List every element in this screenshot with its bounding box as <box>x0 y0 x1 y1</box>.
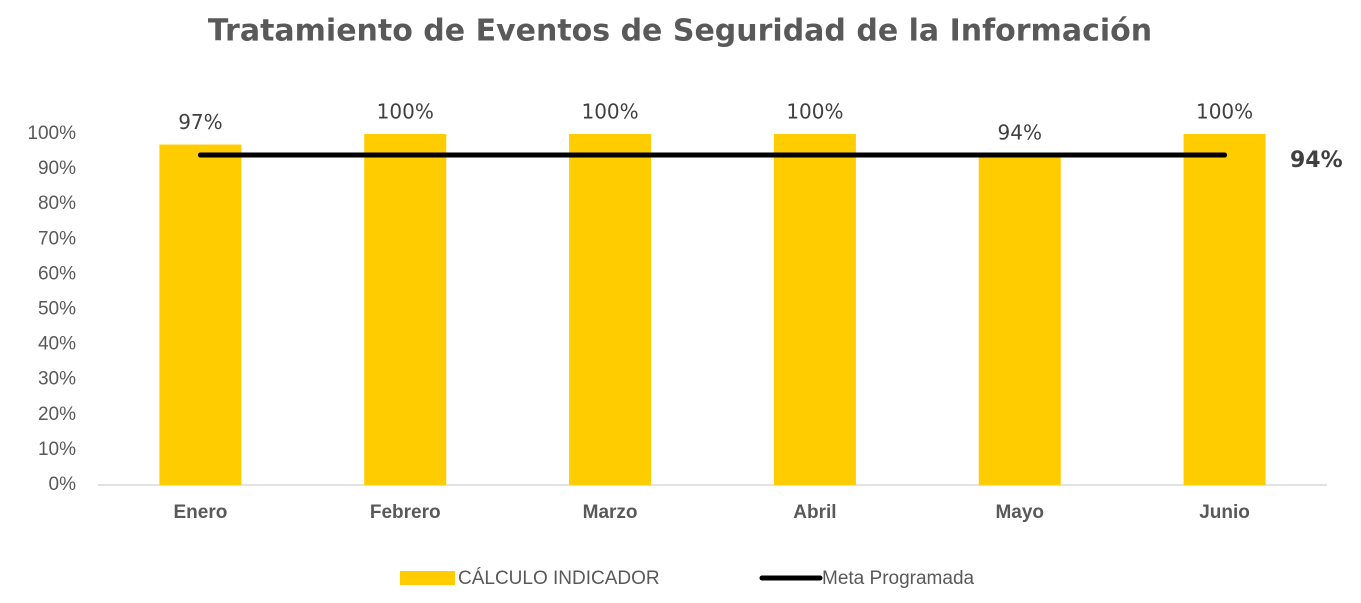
y-tick-label: 70% <box>38 228 76 249</box>
x-tick-label: Enero <box>173 502 227 523</box>
x-tick-label: Mayo <box>995 502 1044 523</box>
bar <box>159 144 242 485</box>
data-label: 94% <box>1290 148 1343 173</box>
data-label: 100% <box>786 100 843 124</box>
legend-label: CÁLCULO INDICADOR <box>458 568 660 589</box>
y-tick-label: 0% <box>49 474 77 495</box>
y-tick-label: 30% <box>38 369 76 390</box>
x-tick-label: Febrero <box>370 502 441 523</box>
bar <box>569 134 652 485</box>
bar <box>773 134 856 485</box>
x-tick-label: Junio <box>1199 502 1250 523</box>
data-label: 100% <box>581 100 638 124</box>
data-label: 94% <box>998 121 1042 145</box>
y-tick-label: 20% <box>38 404 76 425</box>
data-label: 100% <box>377 100 434 124</box>
y-tick-label: 40% <box>38 334 76 355</box>
y-tick-label: 10% <box>38 439 76 460</box>
chart-title: Tratamiento de Eventos de Seguridad de l… <box>208 14 1152 49</box>
legend-swatch <box>400 571 455 585</box>
x-tick-label: Abril <box>793 502 836 523</box>
legend-label: Meta Programada <box>822 568 975 589</box>
y-tick-label: 100% <box>27 123 76 144</box>
bar <box>364 134 447 485</box>
data-label: 97% <box>178 110 222 134</box>
bar <box>1183 134 1266 485</box>
y-tick-label: 60% <box>38 263 76 284</box>
x-tick-label: Marzo <box>583 502 638 523</box>
y-tick-label: 90% <box>38 158 76 179</box>
y-tick-label: 50% <box>38 299 76 320</box>
y-tick-label: 80% <box>38 193 76 214</box>
data-label: 100% <box>1196 100 1253 124</box>
bar <box>978 155 1061 485</box>
